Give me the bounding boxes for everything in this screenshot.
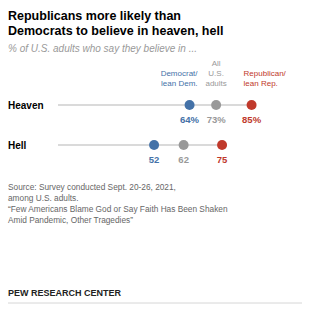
row-line xyxy=(58,144,222,145)
data-label: 64% xyxy=(180,114,200,125)
dot xyxy=(247,100,257,110)
bottom-rule xyxy=(8,303,302,304)
chart-container: Republicans more likely thanDemocrats to… xyxy=(0,0,310,323)
footer: PEW RESEARCH CENTER xyxy=(8,288,122,298)
data-label: 52 xyxy=(149,154,160,165)
dot xyxy=(185,100,195,110)
plot-area xyxy=(58,100,257,150)
column-header: Democrat/lean Dem. xyxy=(161,69,199,88)
dot xyxy=(211,100,221,110)
dot xyxy=(217,140,227,150)
title: Republicans more likely thanDemocrats to… xyxy=(8,9,223,38)
column-header: AllU.S.adults xyxy=(205,59,226,88)
data-label: 73% xyxy=(207,114,227,125)
data-label: 62 xyxy=(178,154,189,165)
background xyxy=(0,0,310,323)
category-label: Heaven xyxy=(8,100,44,111)
row-line xyxy=(58,104,252,105)
data-label: 75 xyxy=(217,154,228,165)
dot xyxy=(149,140,159,150)
source: Source: Survey conducted Sept. 20-26, 20… xyxy=(8,182,228,225)
chart: Republicans more likely thanDemocrats to… xyxy=(0,0,310,323)
subtitle: % of U.S. adults who say they believe in… xyxy=(8,43,197,54)
data-label: 85% xyxy=(242,114,262,125)
marks xyxy=(58,100,257,150)
column-header: Republican/lean Rep. xyxy=(244,69,287,88)
category-label: Hell xyxy=(8,140,27,151)
dot xyxy=(179,140,189,150)
